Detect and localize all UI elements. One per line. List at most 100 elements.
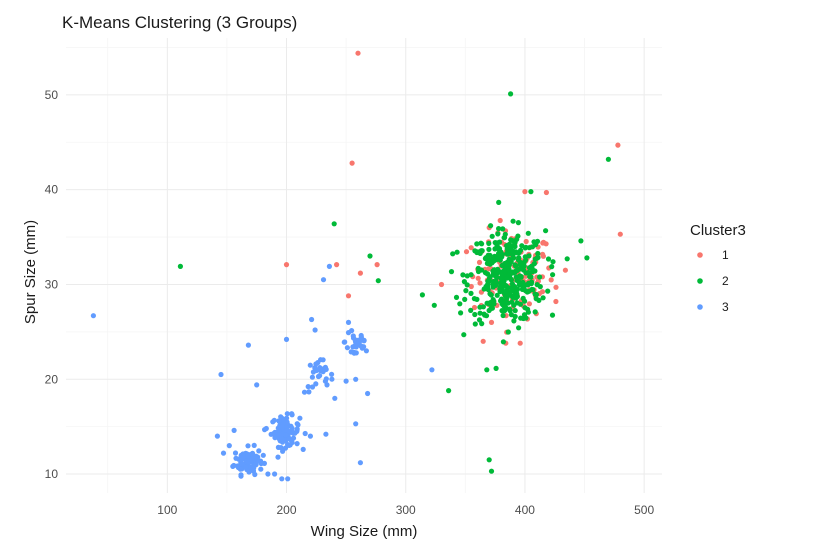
point-cluster-2 — [490, 284, 496, 290]
point-cluster-1 — [543, 189, 550, 196]
point-cluster-2 — [513, 295, 519, 301]
point-cluster-1 — [357, 270, 363, 276]
point-cluster-2 — [472, 321, 478, 327]
x-tick-label: 300 — [396, 503, 416, 517]
point-cluster-2 — [509, 281, 515, 287]
point-cluster-2 — [534, 282, 540, 288]
point-cluster-2 — [446, 388, 452, 394]
point-cluster-3 — [313, 361, 319, 367]
point-cluster-2 — [331, 221, 337, 227]
point-cluster-2 — [482, 255, 488, 262]
point-cluster-2 — [468, 307, 474, 313]
point-cluster-3 — [348, 349, 354, 355]
point-cluster-2 — [516, 279, 522, 285]
x-axis-title: Wing Size (mm) — [311, 523, 418, 540]
point-cluster-2 — [461, 332, 467, 338]
point-cluster-3 — [226, 443, 232, 449]
point-cluster-3 — [245, 452, 251, 459]
point-cluster-1 — [562, 267, 569, 273]
point-cluster-2 — [522, 254, 528, 260]
point-cluster-2 — [508, 237, 514, 243]
point-cluster-2 — [525, 282, 531, 288]
point-cluster-2 — [479, 241, 485, 247]
point-cluster-2 — [478, 267, 485, 273]
y-axis-title: Spur Size (mm) — [22, 220, 39, 324]
point-cluster-3 — [251, 442, 257, 448]
point-cluster-2 — [486, 257, 492, 263]
point-cluster-2 — [508, 276, 514, 282]
point-cluster-2 — [367, 253, 373, 259]
point-cluster-2 — [516, 255, 522, 261]
point-cluster-2 — [496, 226, 502, 232]
point-cluster-2 — [472, 311, 478, 318]
point-cluster-3 — [365, 390, 371, 397]
point-cluster-2 — [512, 308, 518, 314]
legend: Cluster3 1 2 3 — [690, 222, 746, 314]
point-cluster-2 — [545, 288, 551, 294]
point-cluster-2 — [485, 283, 491, 290]
point-cluster-2 — [549, 312, 556, 318]
point-cluster-2 — [512, 313, 518, 320]
point-cluster-2 — [550, 272, 556, 278]
legend-key-1 — [697, 252, 703, 258]
point-cluster-3 — [300, 446, 306, 452]
point-cluster-3 — [276, 418, 282, 424]
point-cluster-2 — [516, 325, 522, 331]
point-cluster-3 — [231, 462, 237, 469]
point-cluster-3 — [349, 328, 355, 334]
point-cluster-3 — [245, 443, 251, 449]
point-cluster-3 — [270, 419, 276, 425]
point-cluster-3 — [286, 442, 292, 448]
point-cluster-3 — [283, 432, 289, 438]
point-cluster-2 — [498, 296, 505, 302]
point-cluster-2 — [499, 308, 505, 314]
point-cluster-2 — [518, 273, 524, 280]
point-cluster-2 — [462, 296, 468, 302]
point-cluster-3 — [278, 414, 284, 420]
grid — [66, 38, 662, 493]
point-cluster-3 — [429, 367, 435, 373]
point-cluster-2 — [504, 275, 510, 281]
point-cluster-2 — [488, 223, 494, 229]
point-cluster-2 — [499, 279, 505, 285]
point-cluster-2 — [477, 250, 483, 256]
point-cluster-2 — [493, 365, 499, 371]
point-cluster-1 — [438, 281, 445, 288]
y-tick-label: 20 — [45, 372, 59, 386]
point-cluster-2 — [512, 243, 518, 250]
point-cluster-3 — [218, 371, 224, 378]
point-cluster-3 — [309, 374, 315, 380]
x-tick-label: 500 — [634, 503, 654, 517]
point-cluster-3 — [258, 466, 264, 472]
legend-key-3 — [697, 304, 703, 310]
point-cluster-2 — [519, 243, 525, 249]
point-cluster-1 — [553, 298, 559, 305]
point-cluster-1 — [283, 262, 290, 268]
y-axis-ticks: 10 20 30 40 50 — [45, 88, 59, 481]
point-cluster-2 — [496, 199, 502, 205]
point-cluster-2 — [533, 296, 539, 302]
point-cluster-2 — [519, 286, 526, 292]
point-cluster-2 — [515, 233, 521, 239]
point-cluster-2 — [464, 282, 470, 288]
point-cluster-2 — [526, 288, 532, 294]
point-cluster-2 — [522, 305, 528, 311]
point-cluster-2 — [549, 264, 555, 270]
point-cluster-3 — [248, 457, 255, 463]
point-cluster-2 — [584, 255, 590, 261]
point-cluster-2 — [537, 274, 543, 280]
point-cluster-2 — [500, 226, 506, 232]
point-cluster-3 — [301, 389, 308, 395]
point-cluster-3 — [294, 441, 300, 447]
point-cluster-1 — [475, 275, 481, 281]
point-cluster-1 — [463, 249, 470, 255]
point-cluster-2 — [431, 302, 437, 308]
point-cluster-3 — [306, 389, 312, 395]
point-cluster-3 — [313, 381, 319, 387]
point-cluster-3 — [256, 448, 262, 454]
point-cluster-3 — [245, 342, 251, 348]
point-cluster-1 — [477, 280, 483, 286]
point-cluster-2 — [375, 278, 381, 284]
point-cluster-3 — [281, 437, 287, 443]
point-cluster-2 — [494, 292, 500, 298]
